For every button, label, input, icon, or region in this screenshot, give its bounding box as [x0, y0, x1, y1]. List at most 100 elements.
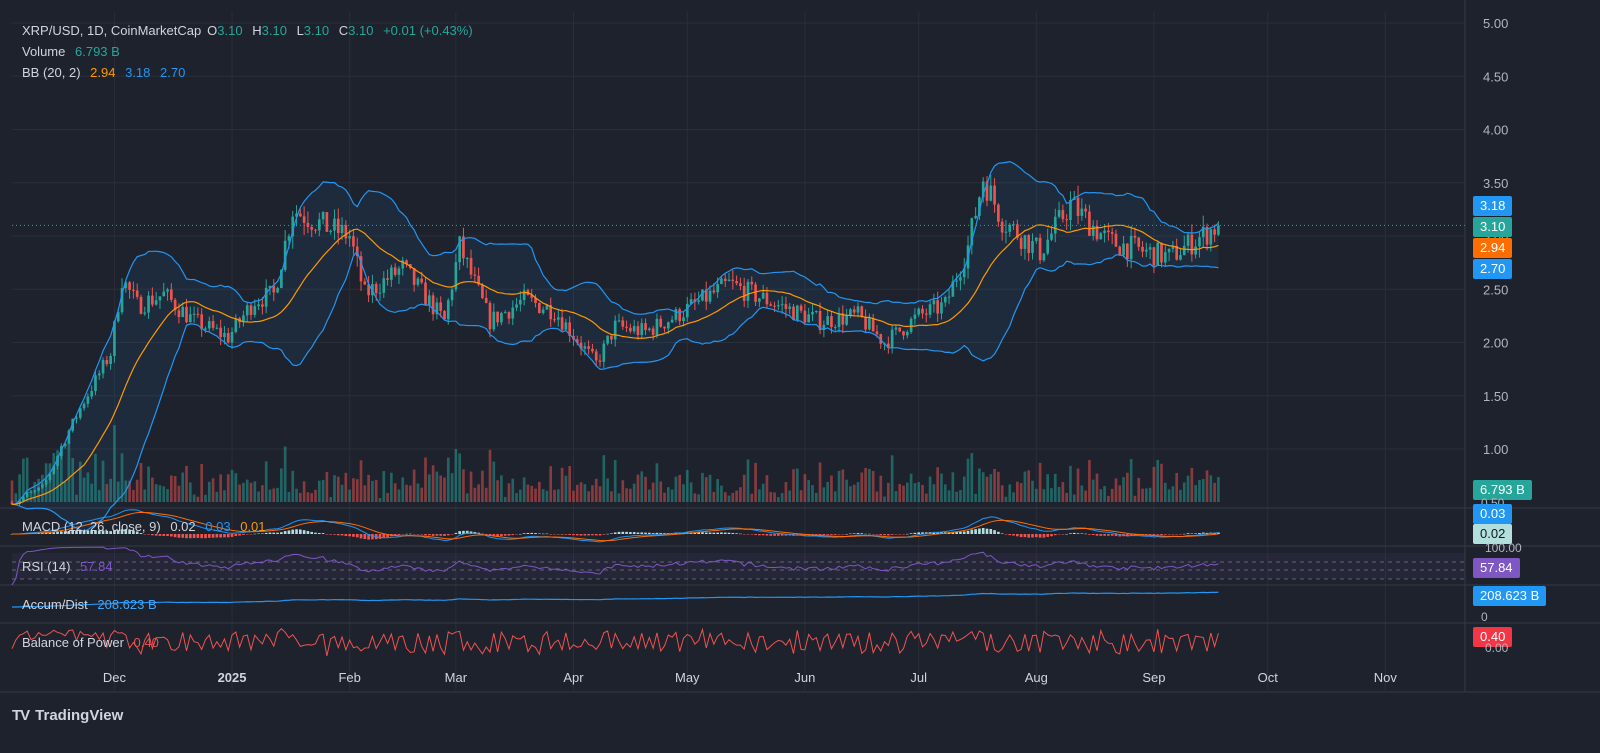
volume-bar: [777, 497, 780, 502]
rsi-scale-top: 100.00: [1485, 541, 1522, 555]
candle-body: [367, 284, 370, 296]
macd-hist-bar: [606, 533, 609, 535]
tradingview-brand[interactable]: TV TradingView: [12, 707, 123, 724]
candle-body: [1008, 224, 1012, 232]
candle-body: [101, 360, 105, 374]
bb-upper-line: [11, 161, 1219, 505]
candle-body: [875, 331, 879, 335]
candle-body: [173, 299, 177, 311]
candle-body: [329, 230, 333, 232]
candle-body: [317, 219, 321, 231]
volume-bar: [1031, 480, 1034, 502]
macd-hist-bar: [761, 534, 765, 536]
volume-bar: [496, 480, 499, 502]
volume-bar: [530, 485, 534, 502]
macd-hist-bar: [340, 534, 344, 536]
candle-body: [549, 305, 553, 320]
volume-bar: [841, 469, 845, 502]
rsi-label[interactable]: RSI (14): [22, 559, 71, 574]
macd-hist-bar: [420, 534, 424, 535]
macd-hist-bar: [837, 534, 841, 535]
volume-bar: [401, 477, 405, 502]
macd-hist-bar: [750, 534, 754, 535]
ad-label[interactable]: Accum/Dist: [22, 597, 88, 612]
macd-hist-bar: [177, 534, 181, 538]
candle-body: [928, 304, 932, 315]
volume-bar: [173, 476, 177, 502]
macd-hist-bar: [640, 532, 644, 534]
macd-label[interactable]: MACD (12, 26, close, 9): [22, 519, 161, 534]
high-value: 3.10: [261, 23, 287, 38]
candle-body: [564, 322, 568, 330]
volume-bar: [814, 492, 818, 502]
macd-hist-bar: [363, 534, 367, 540]
candle-body: [481, 284, 484, 299]
time-tick-label: Jun: [794, 670, 815, 685]
macd-hist-bar: [219, 534, 222, 538]
macd-hist-bar: [192, 534, 196, 539]
volume-bar: [1126, 472, 1129, 502]
volume-bar: [864, 467, 867, 502]
volume-bar: [143, 489, 147, 502]
candle-body: [78, 408, 82, 418]
volume-bar: [507, 483, 511, 502]
candle-body: [663, 326, 666, 329]
volume-label[interactable]: Volume: [22, 44, 66, 59]
candle-body: [921, 308, 924, 314]
candle-body: [583, 346, 587, 349]
volume-bar: [727, 495, 731, 502]
macd-hist-bar: [746, 534, 750, 535]
candle-body: [1129, 235, 1133, 260]
volume-bar: [348, 489, 351, 502]
candle-body: [765, 292, 769, 305]
macd-hist-bar: [416, 534, 420, 535]
macd-hist-bar: [830, 534, 833, 535]
volume-bar: [682, 484, 685, 502]
volume-bar: [439, 475, 443, 502]
time-axis[interactable]: Dec 2025 Feb Mar Apr May Jun Jul Aug Sep Oct Nov: [103, 670, 1398, 685]
volume-bar: [78, 461, 82, 502]
candle-body: [568, 322, 572, 336]
volume-bar: [572, 490, 575, 502]
macd-hist-bar: [405, 533, 408, 535]
open-value: 3.10: [217, 23, 243, 38]
volume-bar: [382, 471, 386, 502]
bop-label[interactable]: Balance of Power: [22, 635, 124, 650]
volume-bar: [655, 463, 659, 502]
macd-hist-bar: [765, 534, 769, 536]
macd-hist-bar: [329, 534, 333, 535]
candle-body: [1133, 235, 1137, 238]
volume-bar: [651, 482, 655, 502]
macd-hist-bar: [613, 532, 617, 534]
volume-bar: [560, 467, 564, 502]
candle-body: [704, 289, 708, 302]
macd-hist-bar: [462, 530, 465, 534]
volume-bar: [283, 446, 287, 502]
candle-body: [795, 305, 799, 320]
candle-body: [496, 311, 499, 323]
volume-bar: [617, 493, 621, 502]
candle-body: [90, 391, 93, 397]
macd-hist-bar: [245, 534, 249, 535]
candle-body: [105, 360, 109, 364]
macd-signal-value: 0.01: [240, 519, 266, 534]
volume-bar: [549, 466, 553, 502]
candle-body: [659, 318, 663, 327]
candle-body: [306, 222, 310, 227]
macd-hist-bar: [223, 534, 226, 538]
volume-bar: [913, 483, 917, 502]
bop-value: 0.40: [133, 635, 159, 650]
candle-body: [264, 287, 268, 307]
volume-bar: [200, 464, 204, 502]
bop-scale-label: 0.00: [1485, 641, 1509, 655]
macd-line-value: 0.03: [205, 519, 231, 534]
volume-bar: [526, 484, 530, 502]
volume-bar: [219, 474, 222, 502]
macd-hist-bar: [936, 532, 939, 534]
bb-label[interactable]: BB (20, 2): [22, 65, 81, 80]
candle-body: [807, 314, 811, 323]
candle-body: [610, 335, 613, 340]
symbol-label[interactable]: XRP/USD, 1D, CoinMarketCap: [22, 23, 202, 38]
volume-bar: [788, 490, 792, 502]
